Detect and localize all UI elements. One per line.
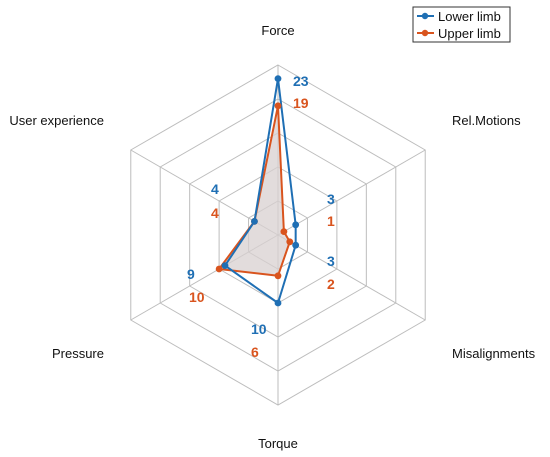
axis-label-torque: Torque (258, 436, 298, 451)
data-point-upper-limb-2 (286, 238, 294, 246)
lower-limb-label-misalignments: 3 (327, 253, 335, 269)
legend-label-lower-limb: Lower limb (438, 9, 501, 24)
series-points (215, 75, 300, 307)
data-point-lower-limb-1 (292, 221, 300, 229)
legend-marker-lower-limb (421, 12, 429, 20)
axis-label-pressure: Pressure (52, 346, 104, 361)
series-fill-upper-limb (219, 105, 290, 276)
data-point-lower-limb-5 (251, 218, 258, 225)
axis-label-user-experience: User experience (9, 113, 104, 128)
data-point-lower-limb-4 (221, 262, 229, 269)
legend: Lower limb Upper limb (412, 6, 511, 43)
data-point-upper-limb-0 (274, 102, 282, 110)
axis-label-rel-motions: Rel.Motions (452, 113, 521, 128)
upper-limb-label-pressure: 10 (189, 289, 205, 305)
data-point-lower-limb-0 (274, 75, 282, 82)
lower-limb-label-pressure: 9 (187, 266, 195, 282)
legend-label-upper-limb: Upper limb (438, 26, 501, 41)
lower-limb-label-rel-motions: 3 (327, 191, 335, 207)
legend-box (412, 6, 511, 43)
data-point-upper-limb-4 (215, 265, 223, 273)
data-point-lower-limb-3 (274, 299, 282, 307)
upper-limb-label-misalignments: 2 (327, 276, 335, 292)
grid-spoke-2 (277, 234, 426, 321)
series-fills (219, 105, 290, 276)
upper-limb-label-rel-motions: 1 (327, 213, 335, 229)
upper-limb-label-torque: 6 (251, 344, 259, 360)
upper-limb-label-user-experience: 4 (211, 205, 219, 221)
data-point-upper-limb-1 (280, 228, 288, 236)
data-point-upper-limb-3 (274, 272, 282, 280)
data-point-lower-limb-2 (292, 241, 300, 249)
lower-limb-label-force: 23 (293, 73, 309, 89)
axis-label-force: Force (261, 23, 294, 38)
upper-limb-label-force: 19 (293, 95, 309, 111)
grid-spoke-1 (277, 149, 426, 236)
lower-limb-label-torque: 10 (251, 321, 267, 337)
lower-limb-label-user-experience: 4 (211, 181, 219, 197)
axis-label-misalignments: Misalignments (452, 346, 536, 361)
legend-marker-upper-limb (421, 29, 429, 37)
